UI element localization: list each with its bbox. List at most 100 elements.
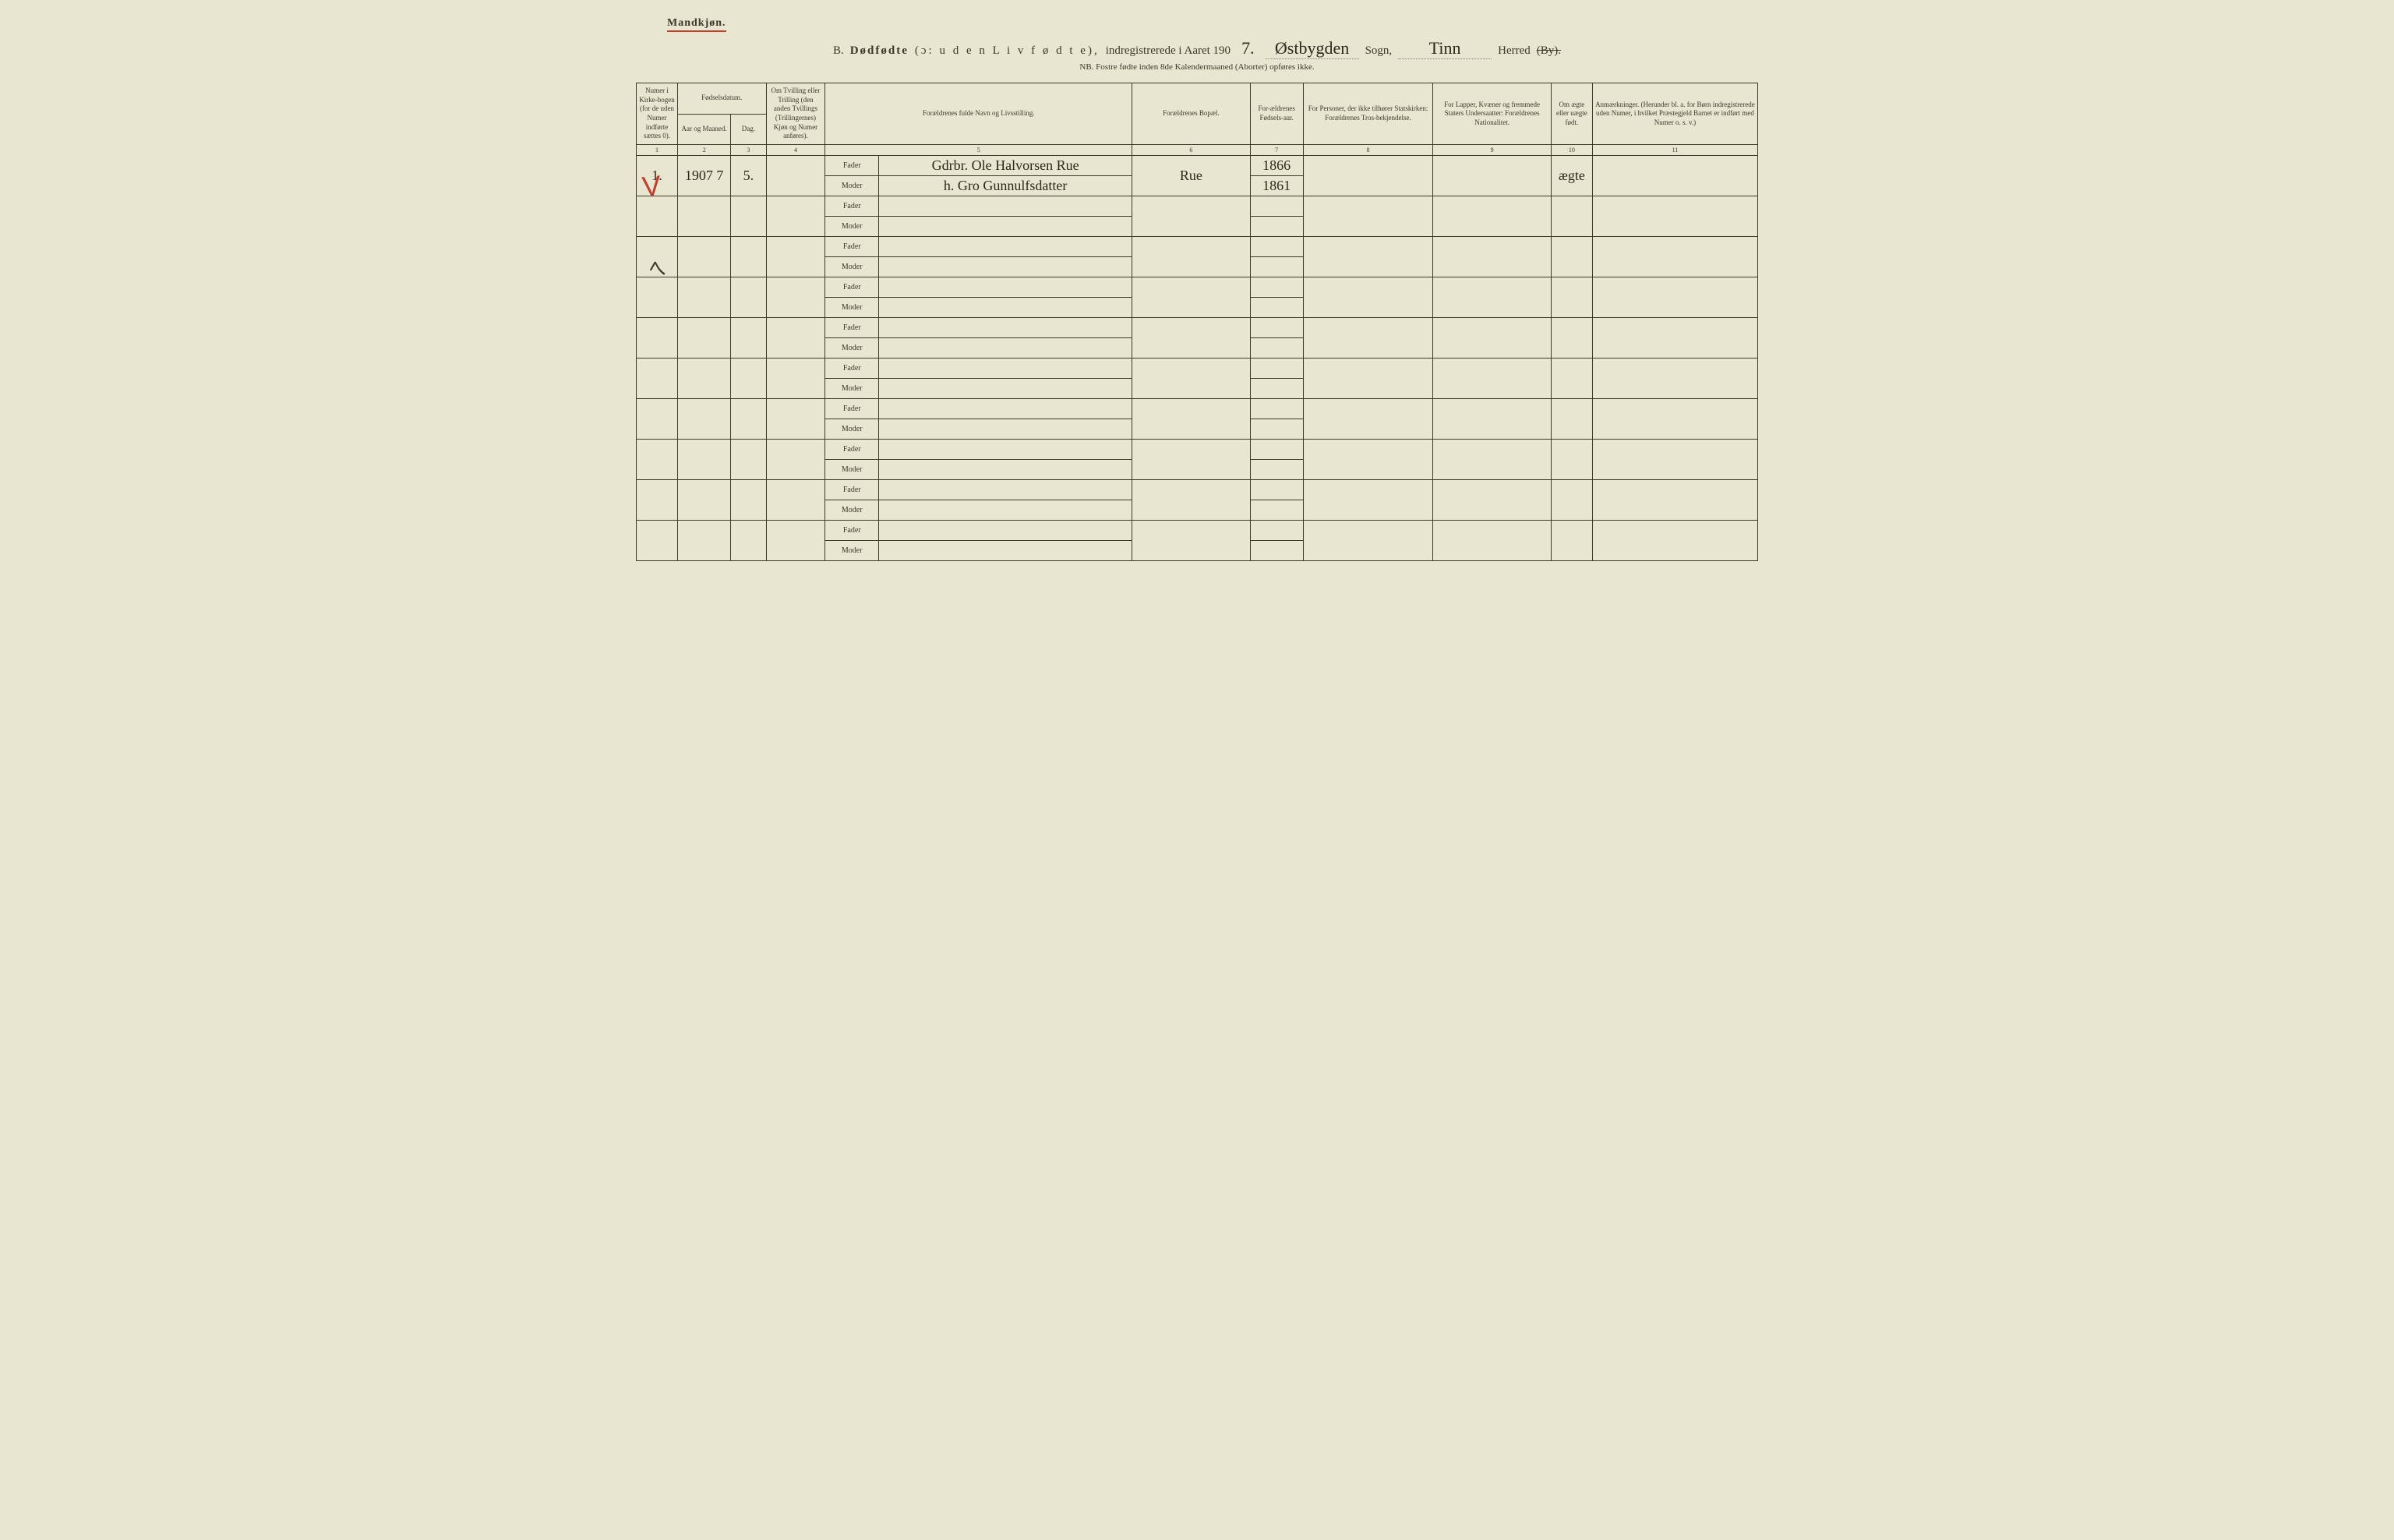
mother-birth-year [1250,379,1303,399]
mother-name [879,541,1132,561]
parish-field: Østbygden [1266,38,1359,59]
father-label: Fader [825,237,879,257]
entry-legitimacy [1551,440,1592,480]
entry-day [731,521,766,561]
entry-faith [1303,156,1433,196]
col-header-6: Forældrenes Bopæl. [1132,83,1250,145]
mother-name [879,379,1132,399]
entry-remarks [1592,480,1757,521]
entry-row-father: Fader [637,359,1758,379]
mother-birth-year [1250,298,1303,318]
col-header-5: Forældrenes fulde Navn og Livsstilling. [825,83,1132,145]
entry-number [637,480,678,521]
entry-legitimacy [1551,399,1592,440]
father-label: Fader [825,480,879,500]
entry-faith [1303,440,1433,480]
entry-twin [766,521,825,561]
sogn-label: Sogn, [1365,44,1393,58]
father-birth-year [1250,196,1303,217]
entry-remarks [1592,237,1757,277]
mother-label: Moder [825,257,879,277]
entry-faith [1303,196,1433,237]
column-number-row: 1 2 3 4 5 6 7 8 9 10 11 [637,145,1758,156]
entry-remarks [1592,277,1757,318]
entry-row-father: Fader [637,237,1758,257]
entry-twin [766,359,825,399]
colnum: 10 [1551,145,1592,156]
entry-legitimacy [1551,480,1592,521]
entry-faith [1303,399,1433,440]
mother-birth-year [1250,500,1303,521]
entry-row-father: Fader [637,521,1758,541]
title-line: B. Dødfødte (ɔ: u d e n L i v f ø d t e)… [636,38,1758,59]
herred-label: Herred [1498,44,1531,58]
father-label: Fader [825,156,879,176]
entry-residence [1132,196,1250,237]
mother-birth-year [1250,460,1303,480]
colnum: 1 [637,145,678,156]
red-checkmark: V [641,169,662,203]
entry-nationality [1433,359,1551,399]
entry-day [731,399,766,440]
col-header-11: Anmærkninger. (Herunder bl. a. for Børn … [1592,83,1757,145]
entry-year-month [678,480,731,521]
col-header-1: Numer i Kirke-bogen (for de uden Numer i… [637,83,678,145]
entry-legitimacy [1551,237,1592,277]
entry-twin [766,318,825,359]
entry-row-father: Fader [637,277,1758,298]
entry-legitimacy [1551,196,1592,237]
entry-twin [766,480,825,521]
entry-row-father: Fader [637,318,1758,338]
entry-twin [766,196,825,237]
by-struck: (By). [1537,44,1561,58]
entry-residence [1132,277,1250,318]
entry-number [637,359,678,399]
entry-row-father: Fader [637,480,1758,500]
entry-residence [1132,318,1250,359]
father-label: Fader [825,318,879,338]
mother-name [879,419,1132,440]
table-header: Numer i Kirke-bogen (for de uden Numer i… [637,83,1758,156]
entry-number [637,399,678,440]
entry-twin [766,399,825,440]
entry-number [637,440,678,480]
entry-remarks [1592,440,1757,480]
entry-remarks [1592,156,1757,196]
entry-row-father: Fader [637,440,1758,460]
father-name [879,440,1132,460]
subtitle: NB. Fostre fødte inden 8de Kalendermaane… [636,62,1758,72]
entry-day [731,480,766,521]
entry-number [637,521,678,561]
father-label: Fader [825,440,879,460]
entry-day [731,318,766,359]
entry-remarks [1592,196,1757,237]
entry-day [731,237,766,277]
register-table: Numer i Kirke-bogen (for de uden Numer i… [636,83,1758,561]
father-label: Fader [825,196,879,217]
entry-remarks [1592,399,1757,440]
entry-nationality [1433,237,1551,277]
entry-number [637,318,678,359]
mother-birth-year [1250,217,1303,237]
father-birth-year [1250,277,1303,298]
mother-birth-year [1250,257,1303,277]
entry-residence [1132,237,1250,277]
mother-label: Moder [825,338,879,359]
entry-faith [1303,359,1433,399]
table-body: 1.1907 75.FaderGdrbr. Ole Halvorsen RueR… [637,156,1758,561]
entry-year-month [678,196,731,237]
mother-label: Moder [825,176,879,196]
title-main: Dødfødte [850,44,909,58]
entry-nationality [1433,440,1551,480]
mother-label: Moder [825,541,879,561]
mother-birth-year [1250,419,1303,440]
colnum: 5 [825,145,1132,156]
entry-residence [1132,399,1250,440]
colnum: 11 [1592,145,1757,156]
father-name [879,196,1132,217]
entry-year-month [678,399,731,440]
entry-twin [766,237,825,277]
mother-label: Moder [825,379,879,399]
father-birth-year [1250,359,1303,379]
entry-legitimacy: ægte [1551,156,1592,196]
